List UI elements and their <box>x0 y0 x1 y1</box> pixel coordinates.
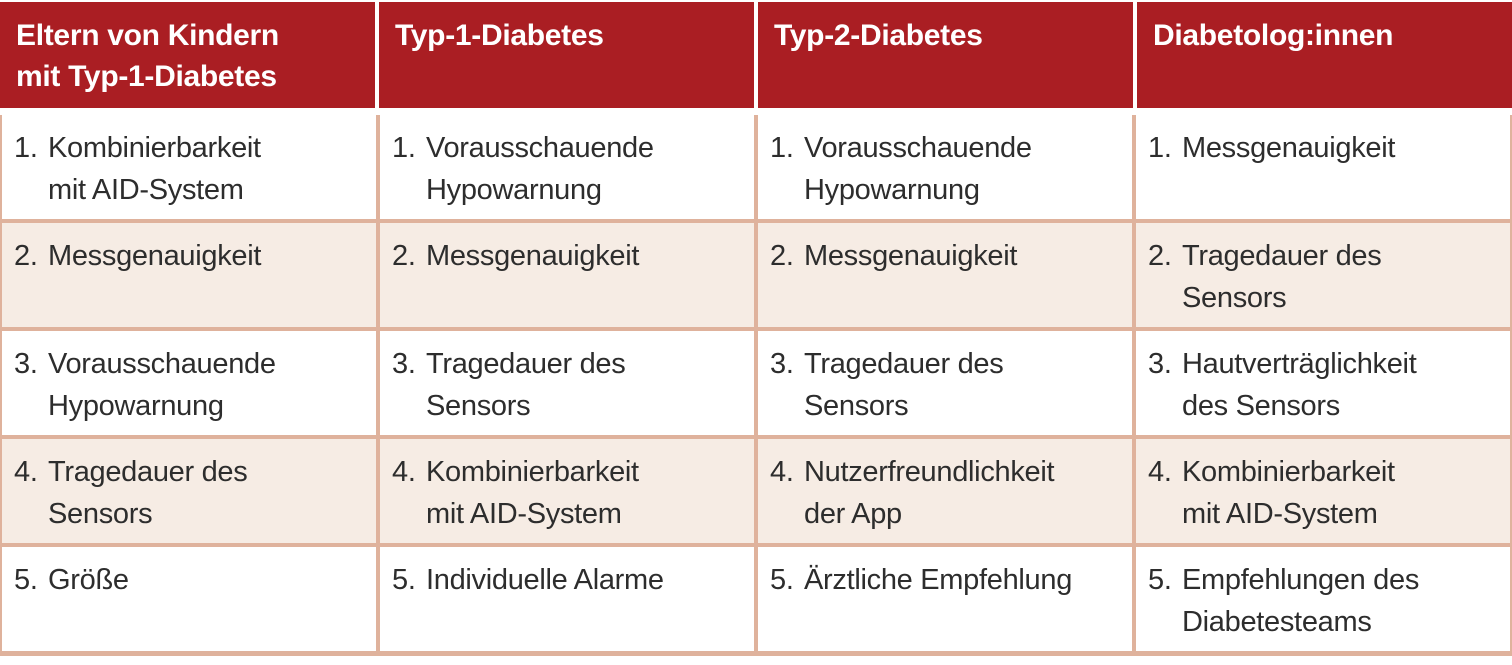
cell-text: Ärztliche Empfehlung <box>804 564 1073 596</box>
table-cell-r4c3: 4. Nutzerfreundlichkeit der App <box>758 439 1132 543</box>
cell-content: 4. Nutzerfreundlichkeit der App <box>770 451 1126 535</box>
rank-number: 4. <box>392 456 416 488</box>
rank-number: 1. <box>770 132 794 164</box>
table-cell-r5c4: 5. Empfehlungen des Diabetesteams <box>1136 547 1510 651</box>
cell-text: Empfehlungen des Diabetesteams <box>1182 564 1420 639</box>
cell-text: Kombinierbarkeit mit AID-System <box>1182 456 1395 531</box>
cell-content: 4. Kombinierbarkeit mit AID-System <box>1148 451 1504 535</box>
table-cell-r1c4: 1. Messgenauigkeit <box>1136 115 1510 219</box>
rank-number: 2. <box>1148 240 1172 272</box>
rank-number: 4. <box>14 456 38 488</box>
cell-content: 2. Messgenauigkeit <box>392 235 748 277</box>
cell-content: 4. Kombinierbarkeit mit AID-System <box>392 451 748 535</box>
cell-text: Tragedauer des Sensors <box>48 456 248 531</box>
table-cell-r2c3: 2. Messgenauigkeit <box>758 223 1132 327</box>
cell-text: Tragedauer des Sensors <box>1182 240 1382 315</box>
cell-content: 1. Vorausschauende Hypowarnung <box>770 127 1126 211</box>
cell-content: 3. Tragedauer des Sensors <box>392 343 748 427</box>
cell-text: Messgenauigkeit <box>804 240 1018 272</box>
column-header-label: Eltern von Kindern mit Typ-1-Diabetes <box>16 19 279 93</box>
rank-number: 3. <box>14 348 38 380</box>
cell-content: 1. Vorausschauende Hypowarnung <box>392 127 748 211</box>
cell-content: 5. Empfehlungen des Diabetesteams <box>1148 559 1504 643</box>
rank-number: 1. <box>14 132 38 164</box>
rank-number: 2. <box>14 240 38 272</box>
cell-content: 2. Messgenauigkeit <box>14 235 370 277</box>
cell-content: 5. Individuelle Alarme <box>392 559 748 601</box>
rank-number: 5. <box>14 564 38 596</box>
table-cell-r4c1: 4. Tragedauer des Sensors <box>2 439 376 543</box>
cell-text: Vorausschauende Hypowarnung <box>804 132 1032 207</box>
cell-content: 3. Tragedauer des Sensors <box>770 343 1126 427</box>
rank-number: 4. <box>770 456 794 488</box>
rank-number: 5. <box>392 564 416 596</box>
cell-content: 5. Größe <box>14 559 370 601</box>
cell-content: 1. Messgenauigkeit <box>1148 127 1504 169</box>
table-header-row: Eltern von Kindern mit Typ-1-Diabetes Ty… <box>0 0 1512 108</box>
cell-text: Messgenauigkeit <box>1182 132 1396 164</box>
rank-number: 4. <box>1148 456 1172 488</box>
cell-text: Tragedauer des Sensors <box>804 348 1004 423</box>
cell-text: Kombinierbarkeit mit AID-System <box>48 132 261 207</box>
table-cell-r2c4: 2. Tragedauer des Sensors <box>1136 223 1510 327</box>
cell-content: 3. Vorausschauende Hypowarnung <box>14 343 370 427</box>
rank-number: 5. <box>1148 564 1172 596</box>
cell-content: 5. Ärztliche Empfehlung <box>770 559 1126 601</box>
cell-text: Vorausschauende Hypowarnung <box>426 132 654 207</box>
column-header-eltern: Eltern von Kindern mit Typ-1-Diabetes <box>0 2 375 108</box>
column-header-diabetologinnen: Diabetolog:innen <box>1137 2 1512 108</box>
table-cell-r3c4: 3. Hautverträglichkeit des Sensors <box>1136 331 1510 435</box>
table-cell-r1c1: 1. Kombinierbarkeit mit AID-System <box>2 115 376 219</box>
rank-number: 2. <box>392 240 416 272</box>
table-cell-r2c1: 2. Messgenauigkeit <box>2 223 376 327</box>
rank-number: 3. <box>392 348 416 380</box>
rank-number: 3. <box>770 348 794 380</box>
cell-text: Größe <box>48 564 129 596</box>
table-cell-r5c3: 5. Ärztliche Empfehlung <box>758 547 1132 651</box>
table-cell-r2c2: 2. Messgenauigkeit <box>380 223 754 327</box>
column-header-label: Typ-1-Diabetes <box>395 19 604 52</box>
table-cell-r3c3: 3. Tragedauer des Sensors <box>758 331 1132 435</box>
cell-text: Tragedauer des Sensors <box>426 348 626 423</box>
cell-content: 1. Kombinierbarkeit mit AID-System <box>14 127 370 211</box>
cell-text: Nutzerfreundlichkeit der App <box>804 456 1055 531</box>
cell-text: Messgenauigkeit <box>48 240 262 272</box>
table-cell-r4c2: 4. Kombinierbarkeit mit AID-System <box>380 439 754 543</box>
cell-content: 2. Messgenauigkeit <box>770 235 1126 277</box>
cell-text: Messgenauigkeit <box>426 240 640 272</box>
cell-text: Kombinierbarkeit mit AID-System <box>426 456 639 531</box>
column-header-typ2: Typ-2-Diabetes <box>758 2 1133 108</box>
table-cell-r5c2: 5. Individuelle Alarme <box>380 547 754 651</box>
rank-number: 3. <box>1148 348 1172 380</box>
table-cell-r3c1: 3. Vorausschauende Hypowarnung <box>2 331 376 435</box>
column-header-label: Diabetolog:innen <box>1153 19 1394 52</box>
cell-content: 3. Hautverträglichkeit des Sensors <box>1148 343 1504 427</box>
header-body-divider <box>0 108 1512 115</box>
column-header-typ1: Typ-1-Diabetes <box>379 2 754 108</box>
rank-number: 5. <box>770 564 794 596</box>
table-body: 1. Kombinierbarkeit mit AID-System 1. Vo… <box>0 115 1512 656</box>
table-cell-r5c1: 5. Größe <box>2 547 376 651</box>
table-cell-r3c2: 3. Tragedauer des Sensors <box>380 331 754 435</box>
cell-text: Vorausschauende Hypowarnung <box>48 348 276 423</box>
cell-text: Hautverträglichkeit des Sensors <box>1182 348 1417 423</box>
rank-number: 1. <box>1148 132 1172 164</box>
table-cell-r1c3: 1. Vorausschauende Hypowarnung <box>758 115 1132 219</box>
cell-content: 4. Tragedauer des Sensors <box>14 451 370 535</box>
table-cell-r4c4: 4. Kombinierbarkeit mit AID-System <box>1136 439 1510 543</box>
column-header-label: Typ-2-Diabetes <box>774 19 983 52</box>
cell-content: 2. Tragedauer des Sensors <box>1148 235 1504 319</box>
cell-text: Individuelle Alarme <box>426 564 664 596</box>
rank-number: 1. <box>392 132 416 164</box>
rank-number: 2. <box>770 240 794 272</box>
table-cell-r1c2: 1. Vorausschauende Hypowarnung <box>380 115 754 219</box>
